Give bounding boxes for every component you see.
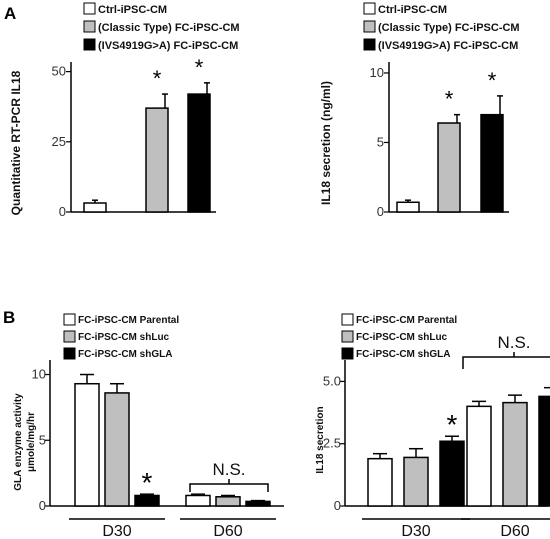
bar-parental bbox=[185, 494, 211, 507]
ns-label: N.S. bbox=[497, 333, 530, 352]
y-axis-title-secretion-b: IL18 secretion bbox=[315, 406, 326, 473]
significance-star: * bbox=[142, 467, 153, 498]
y-tick-label: 10 bbox=[32, 367, 46, 382]
bar-ivs bbox=[187, 93, 211, 213]
panel-label-a: A bbox=[4, 4, 16, 23]
legend-label-ivs: (IVS4919G>A) FC-iPSC-CM bbox=[98, 40, 238, 52]
y-tick-label: 0 bbox=[334, 498, 341, 513]
legend-a-left: Ctrl-iPSC-CM (Classic Type) FC-iPSC-CM (… bbox=[83, 2, 240, 52]
legend-swatch-classic bbox=[83, 20, 96, 33]
bar-parental bbox=[367, 457, 393, 507]
legend-swatch-ivs bbox=[363, 38, 376, 51]
ns-label: N.S. bbox=[212, 460, 245, 479]
panel-label-b: B bbox=[3, 308, 15, 327]
legend-swatch-parental bbox=[341, 313, 354, 326]
legend-label-ctrl: Ctrl-iPSC-CM bbox=[378, 4, 447, 16]
x-category-label: D60 bbox=[500, 523, 529, 539]
y-tick-label: 10 bbox=[370, 65, 384, 80]
legend-swatch-shluc bbox=[341, 330, 354, 343]
significance-star: * bbox=[488, 68, 497, 93]
bar-ivs bbox=[480, 113, 504, 213]
legend-swatch-parental bbox=[63, 313, 76, 326]
y-tick-label: 0 bbox=[39, 498, 46, 513]
y-tick-label: 50 bbox=[52, 64, 66, 79]
y-tick-label: 0 bbox=[59, 204, 66, 219]
bar-classic bbox=[145, 107, 169, 213]
legend-b-right: FC-iPSC-CM Parental FC-iPSC-CM shLuc FC-… bbox=[341, 313, 457, 360]
legend-label-parental: FC-iPSC-CM Parental bbox=[356, 315, 457, 326]
bar-ctrl bbox=[83, 202, 107, 213]
y-tick-label: 0 bbox=[377, 204, 384, 219]
y-tick-label: 2.5 bbox=[323, 436, 341, 451]
legend-label-shluc: FC-iPSC-CM shLuc bbox=[78, 332, 170, 343]
bar-shluc bbox=[215, 496, 241, 507]
significance-star: * bbox=[445, 87, 454, 112]
x-category-label: D60 bbox=[213, 523, 242, 539]
y-axis-title-rtpcr: Quantitative RT-PCR IL18 bbox=[9, 70, 23, 215]
bar-shluc bbox=[502, 401, 528, 507]
bar-shgla bbox=[439, 440, 465, 507]
bar-classic bbox=[437, 122, 461, 213]
bar-shluc bbox=[403, 456, 429, 507]
y-tick-label: 5.0 bbox=[323, 373, 341, 388]
legend-swatch-shgla bbox=[63, 347, 76, 360]
bar-shgla bbox=[538, 395, 550, 507]
legend-swatch-classic bbox=[363, 20, 376, 33]
legend-swatch-shluc bbox=[63, 330, 76, 343]
bar-shgla bbox=[134, 494, 160, 507]
legend-swatch-ctrl bbox=[363, 2, 376, 15]
legend-swatch-ctrl bbox=[83, 2, 96, 15]
legend-label-shluc: FC-iPSC-CM shLuc bbox=[356, 332, 448, 343]
legend-swatch-ivs bbox=[83, 38, 96, 51]
ns-bracket bbox=[462, 356, 550, 369]
ns-bracket bbox=[189, 483, 269, 492]
bar-ctrl bbox=[396, 201, 420, 213]
legend-a-right: Ctrl-iPSC-CM (Classic Type) FC-iPSC-CM (… bbox=[363, 2, 520, 52]
significance-star: * bbox=[195, 55, 204, 80]
bar-shgla bbox=[245, 500, 271, 507]
legend-label-shgla: FC-iPSC-CM shGLA bbox=[356, 349, 450, 360]
y-axis-title-gla-line1: GLA enzyme activity bbox=[13, 393, 24, 491]
legend-label-shgla: FC-iPSC-CM shGLA bbox=[78, 349, 172, 360]
legend-label-classic: (Classic Type) FC-iPSC-CM bbox=[98, 22, 240, 34]
significance-star: * bbox=[153, 66, 162, 91]
legend-label-classic: (Classic Type) FC-iPSC-CM bbox=[378, 22, 520, 34]
plots: 0 25 50 * * 0 5 10 * * 0 5 10 D30 D60 0 2.5 5.0 D30 D60 * N.S… bbox=[32, 55, 550, 539]
y-tick-label: 5 bbox=[377, 134, 384, 149]
x-category-label: D30 bbox=[102, 523, 131, 539]
y-axis-title-secretion-a: IL18 secretion (ng/ml) bbox=[319, 81, 333, 205]
y-axis-title-gla-line2: μmole/mg/hr bbox=[26, 412, 37, 472]
legend-b-left: FC-iPSC-CM Parental FC-iPSC-CM shLuc FC-… bbox=[63, 313, 179, 360]
y-tick-label: 25 bbox=[52, 134, 66, 149]
significance-star: * bbox=[447, 409, 458, 440]
legend-label-ivs: (IVS4919G>A) FC-iPSC-CM bbox=[378, 40, 518, 52]
x-category-label: D30 bbox=[401, 523, 430, 539]
bar-shluc bbox=[104, 392, 130, 507]
bar-parental bbox=[466, 405, 492, 507]
legend-label-parental: FC-iPSC-CM Parental bbox=[78, 315, 179, 326]
legend-label-ctrl: Ctrl-iPSC-CM bbox=[98, 4, 167, 16]
bar-parental bbox=[74, 382, 100, 507]
y-tick-label: 5 bbox=[39, 432, 46, 447]
legend-swatch-shgla bbox=[341, 347, 354, 360]
